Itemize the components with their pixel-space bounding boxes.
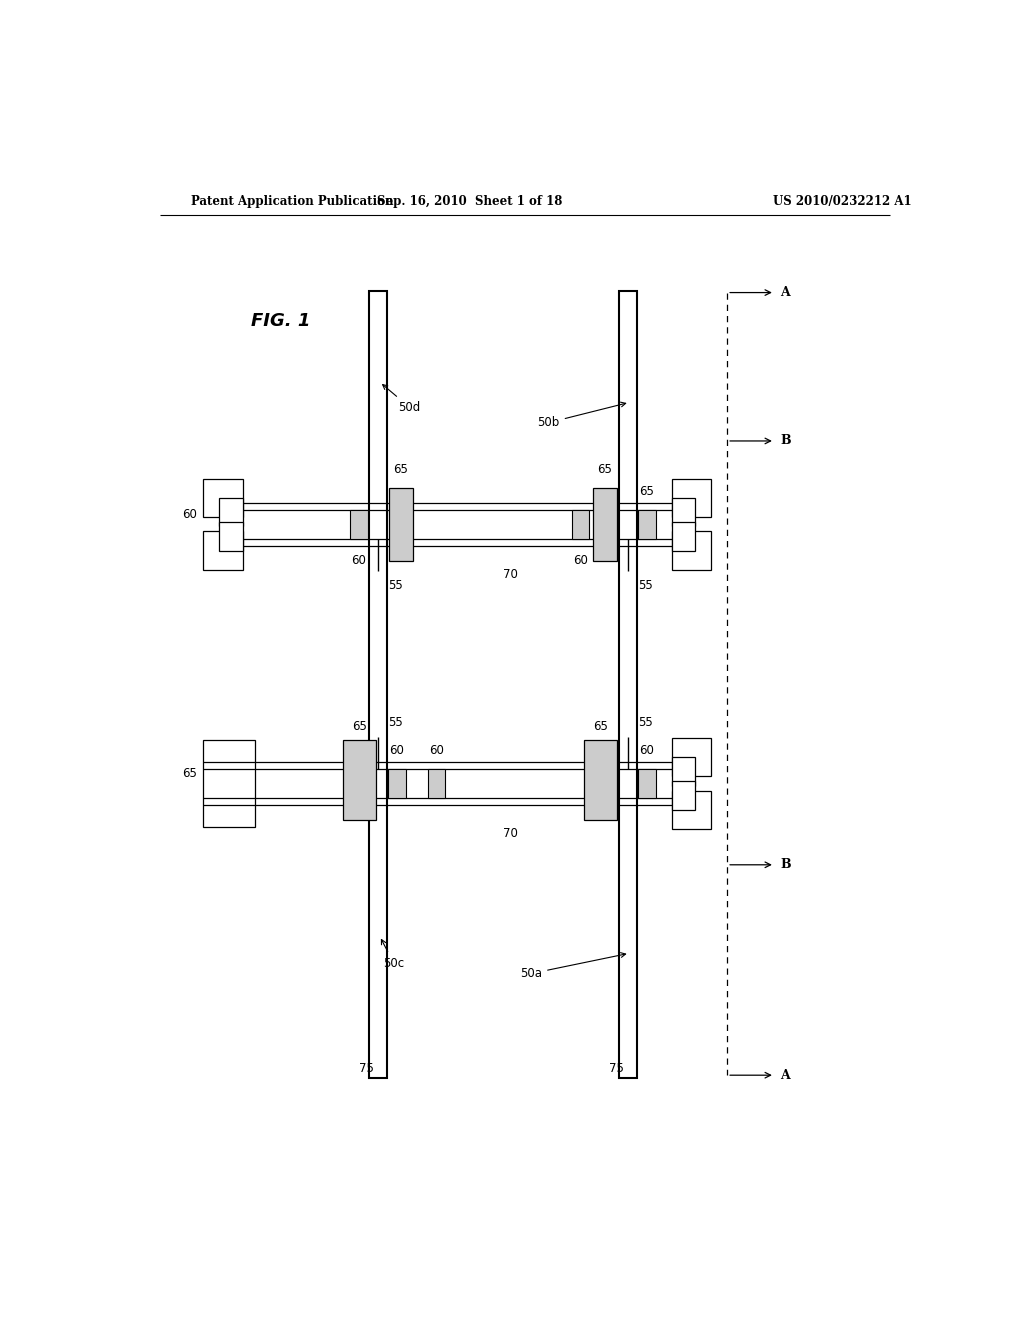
Text: US 2010/0232212 A1: US 2010/0232212 A1 <box>773 194 911 207</box>
Text: 60: 60 <box>351 554 367 566</box>
Text: 65: 65 <box>640 484 654 498</box>
Bar <box>388 770 406 797</box>
Text: 50a: 50a <box>520 953 626 979</box>
Text: 65: 65 <box>598 462 612 475</box>
Text: 55: 55 <box>388 579 403 593</box>
Bar <box>584 739 616 820</box>
Text: 55: 55 <box>638 715 653 729</box>
Bar <box>204 479 243 517</box>
Text: 55: 55 <box>638 579 653 593</box>
Bar <box>204 741 255 826</box>
Bar <box>350 510 368 539</box>
Bar <box>204 532 243 570</box>
Text: 65: 65 <box>393 462 409 475</box>
Bar <box>638 770 655 797</box>
Text: Patent Application Publication: Patent Application Publication <box>191 194 394 207</box>
Bar <box>672 479 712 517</box>
Text: A: A <box>780 286 791 300</box>
Bar <box>343 739 377 820</box>
Text: 55: 55 <box>388 715 403 729</box>
Text: 50d: 50d <box>383 384 421 414</box>
Bar <box>672 781 695 810</box>
Text: 50b: 50b <box>538 403 626 429</box>
Text: FIG. 1: FIG. 1 <box>251 312 310 330</box>
Text: B: B <box>780 858 791 871</box>
Bar <box>638 510 655 539</box>
Bar <box>672 532 712 570</box>
Text: 60: 60 <box>389 744 404 758</box>
Bar <box>672 738 712 776</box>
Text: 65: 65 <box>182 767 197 780</box>
Text: A: A <box>780 1069 791 1081</box>
Text: 70: 70 <box>504 568 518 581</box>
Text: 60: 60 <box>572 554 588 566</box>
Bar <box>571 510 589 539</box>
Text: 70: 70 <box>504 828 518 841</box>
Bar <box>389 487 413 561</box>
Bar <box>672 758 695 785</box>
Text: 65: 65 <box>593 721 607 733</box>
Text: 75: 75 <box>609 1061 624 1074</box>
Bar <box>219 498 243 527</box>
Text: Sep. 16, 2010  Sheet 1 of 18: Sep. 16, 2010 Sheet 1 of 18 <box>377 194 562 207</box>
Bar <box>593 487 616 561</box>
Text: B: B <box>780 434 791 447</box>
Bar <box>672 791 712 829</box>
Bar <box>370 290 387 1078</box>
Text: 75: 75 <box>359 1061 374 1074</box>
Bar <box>219 523 243 550</box>
Text: 50c: 50c <box>381 940 404 970</box>
Text: 60: 60 <box>429 744 444 758</box>
Text: 60: 60 <box>640 744 654 758</box>
Text: 60: 60 <box>182 508 197 520</box>
Bar <box>672 498 695 527</box>
Bar <box>428 770 445 797</box>
Bar <box>672 523 695 550</box>
Bar <box>620 290 637 1078</box>
Text: 65: 65 <box>352 721 368 733</box>
